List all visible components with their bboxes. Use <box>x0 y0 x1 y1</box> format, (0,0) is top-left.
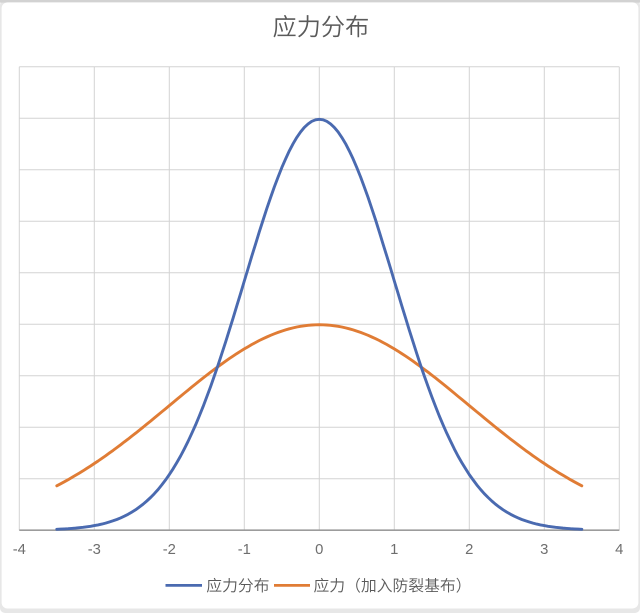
svg-text:-1: -1 <box>238 542 251 558</box>
svg-text:0: 0 <box>315 542 323 558</box>
svg-text:-3: -3 <box>88 542 101 558</box>
svg-text:4: 4 <box>615 542 623 558</box>
svg-text:1: 1 <box>390 542 398 558</box>
svg-text:-4: -4 <box>13 542 26 558</box>
svg-text:-2: -2 <box>163 542 176 558</box>
svg-text:2: 2 <box>465 542 473 558</box>
svg-text:3: 3 <box>540 542 548 558</box>
